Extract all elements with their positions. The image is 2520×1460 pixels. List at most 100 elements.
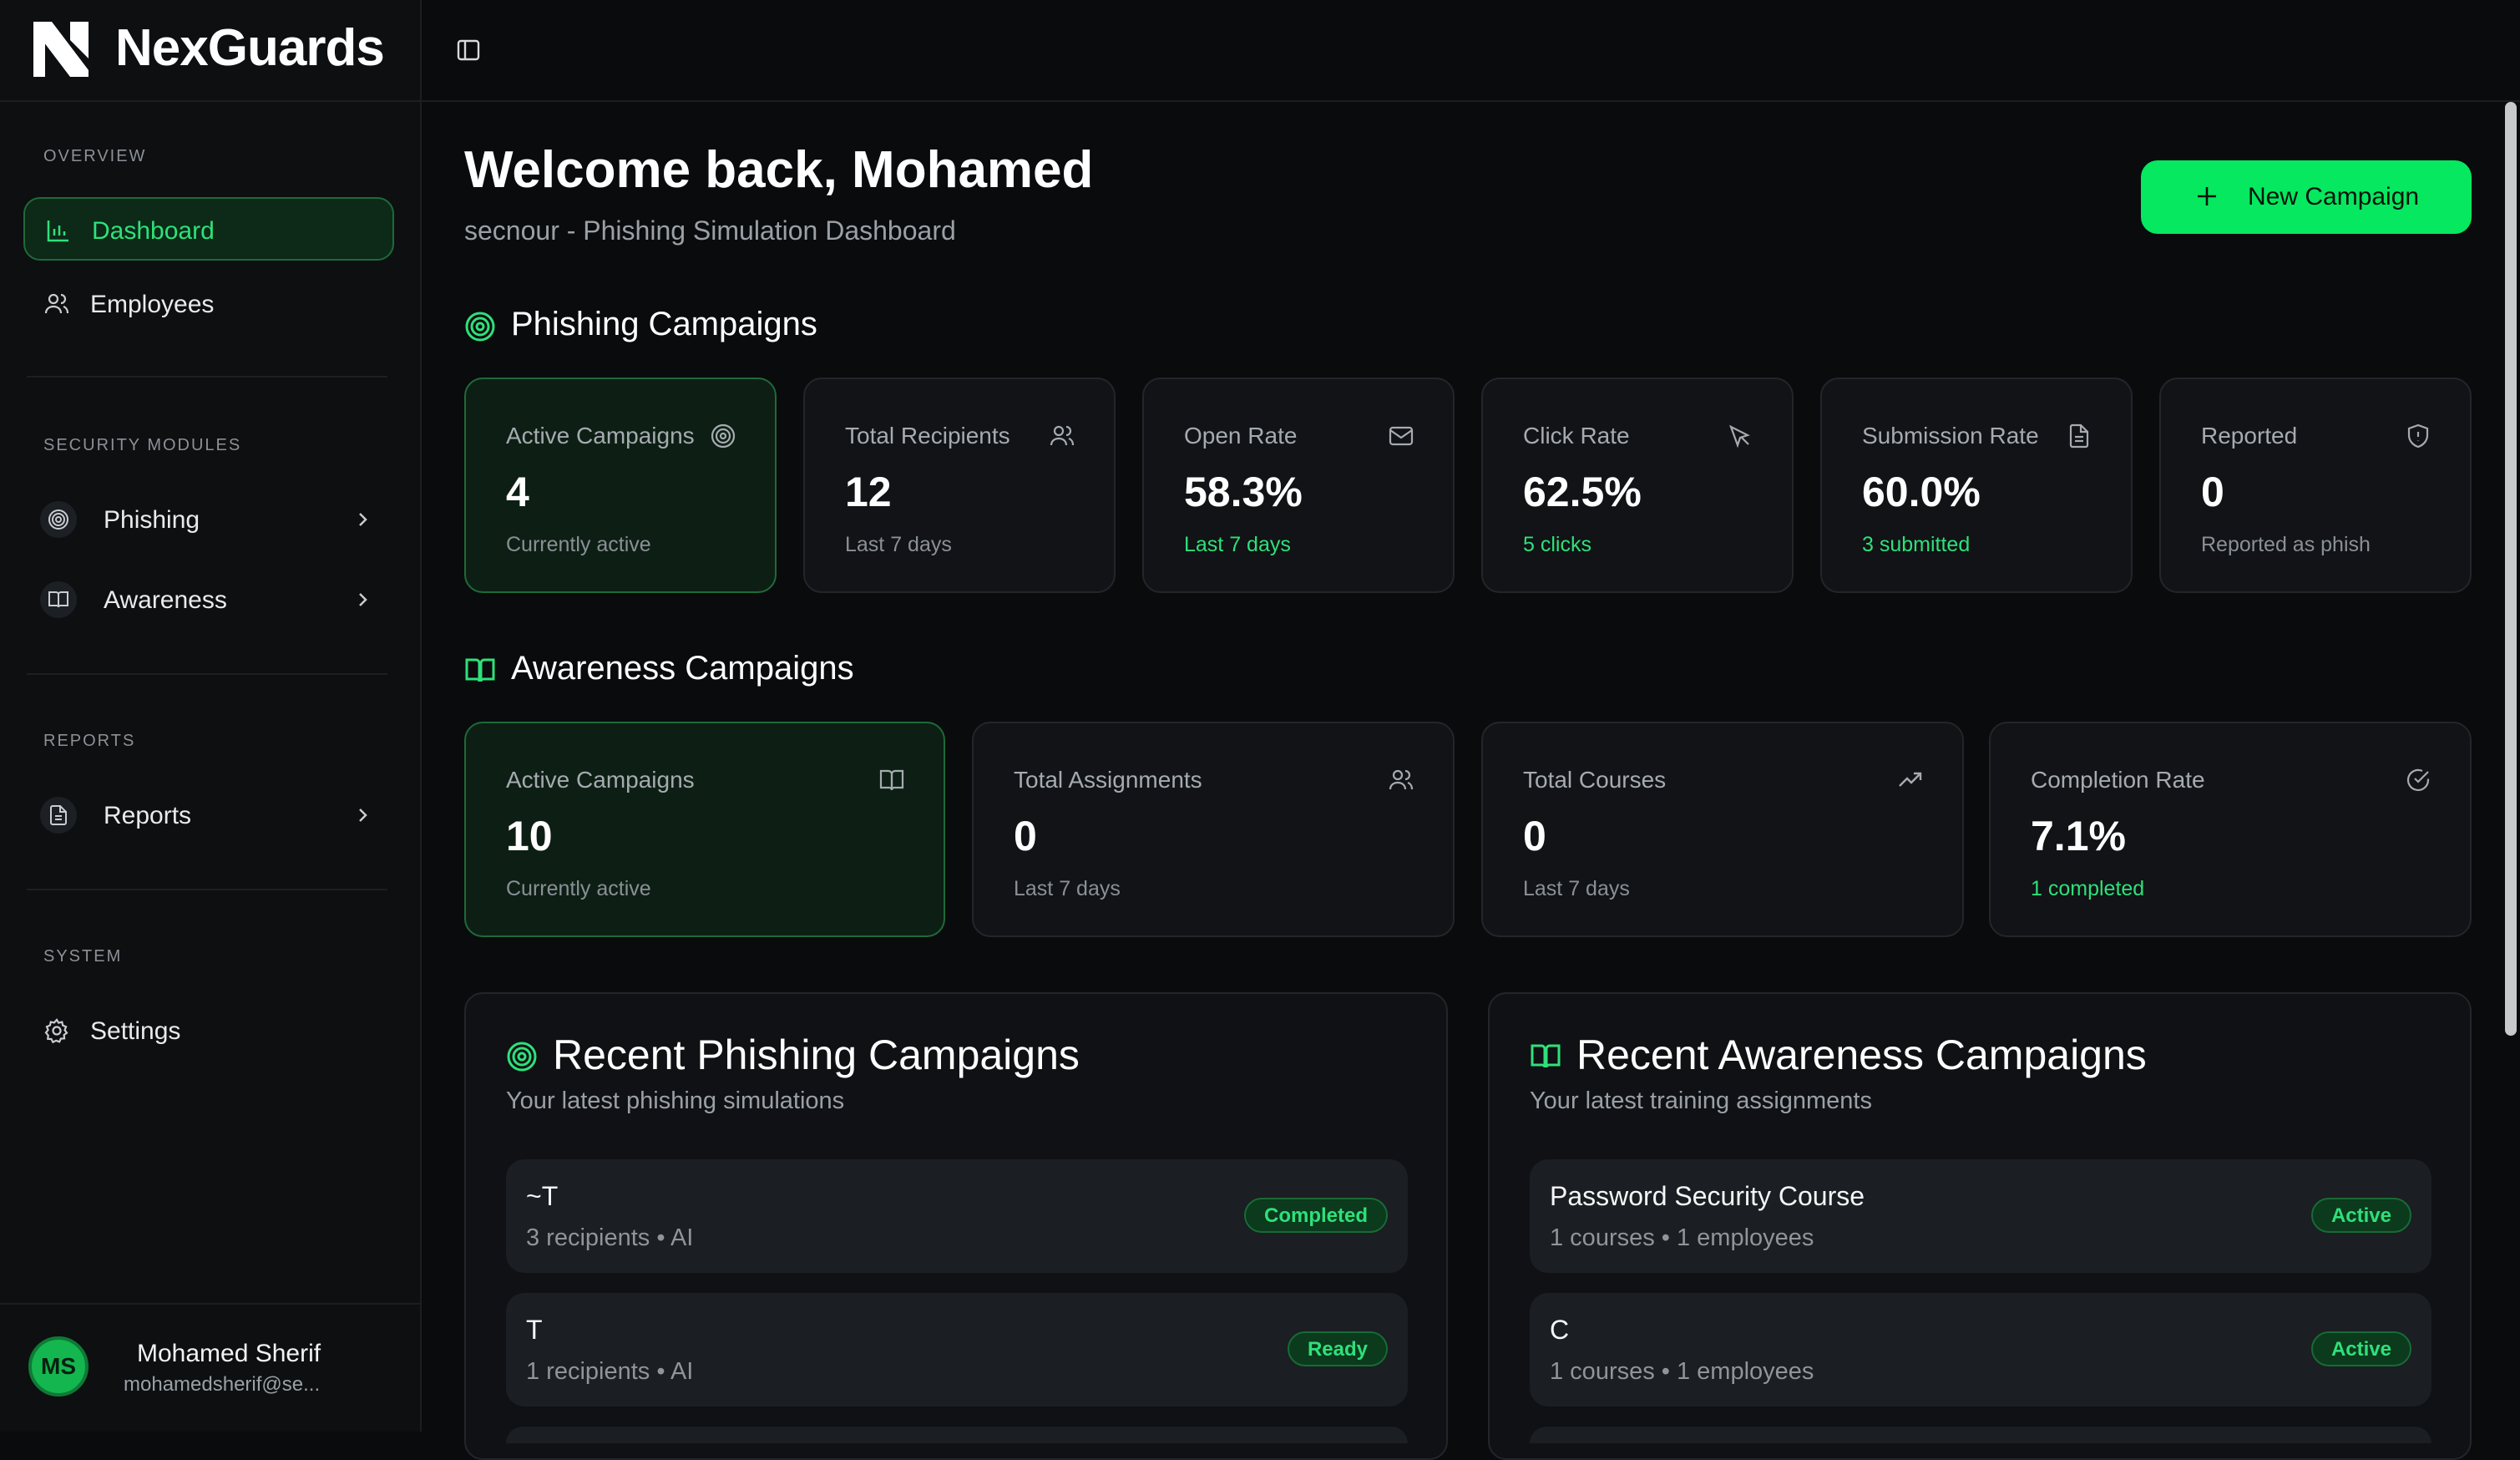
divider — [27, 376, 387, 378]
user-profile[interactable]: MS Mohamed Sherif mohamedsherif@se... — [0, 1303, 422, 1432]
panel-title-text: Recent Awareness Campaigns — [1576, 1032, 2147, 1078]
divider — [27, 889, 387, 890]
card-subtext: Currently active — [506, 533, 651, 556]
card-title: Total Courses — [1523, 767, 1667, 793]
card-subtext: Last 7 days — [845, 533, 952, 556]
stat-card-total-recipients[interactable]: Total Recipients 12 Last 7 days — [803, 378, 1116, 593]
status-badge: Active — [2310, 1331, 2411, 1366]
section-label-system: SYSTEM — [43, 947, 123, 966]
users-icon — [1389, 769, 1414, 790]
sidebar-item-phishing[interactable]: Phishing — [23, 488, 394, 551]
campaign-meta: 1 recipients • AI — [526, 1358, 694, 1385]
shield-icon — [2407, 423, 2429, 449]
new-campaign-button[interactable]: New Campaign — [2141, 160, 2472, 234]
chevron-right-icon — [359, 809, 367, 822]
card-value: 58.3% — [1184, 469, 1303, 515]
document-icon — [2069, 423, 2089, 449]
sidebar-item-label: Reports — [104, 802, 192, 829]
stat-card-total-assignments[interactable]: Total Assignments 0 Last 7 days — [972, 722, 1455, 937]
card-value: 7.1% — [2031, 813, 2126, 859]
card-subtext: 5 clicks — [1523, 533, 1591, 556]
brand-name: NexGuards — [115, 19, 385, 77]
stat-card-click-rate[interactable]: Click Rate 62.5% 5 clicks — [1481, 378, 1794, 593]
users-icon — [44, 293, 69, 314]
sidebar-item-label: Employees — [90, 291, 215, 318]
campaign-meta: 1 courses • 1 employees — [1550, 1358, 1814, 1385]
target-icon — [711, 423, 736, 449]
user-email: mohamedsherif@se... — [124, 1373, 321, 1396]
card-title: Completion Rate — [2031, 767, 2205, 793]
card-title: Reported — [2201, 423, 2298, 449]
bar-chart-icon — [47, 221, 68, 242]
card-subtext: Last 7 days — [1184, 533, 1291, 556]
section-title-text: Phishing Campaigns — [511, 306, 817, 342]
sidebar-item-employees[interactable]: Employees — [23, 272, 394, 336]
stat-card-active-campaigns[interactable]: Active Campaigns 4 Currently active — [464, 378, 777, 593]
list-item[interactable]: Password Security Course 1 courses • 1 e… — [1530, 1159, 2431, 1273]
card-value: 60.0% — [1862, 469, 1981, 515]
phishing-icon-bg — [40, 501, 77, 538]
card-value: 12 — [845, 469, 892, 515]
divider — [27, 673, 387, 675]
stat-card-reported[interactable]: Reported 0 Reported as phish — [2159, 378, 2472, 593]
card-title: Submission Rate — [1862, 423, 2039, 449]
card-title: Active Campaigns — [506, 423, 695, 449]
logo-bar: NexGuards — [0, 0, 422, 102]
user-name: Mohamed Sherif — [137, 1340, 321, 1367]
sidebar-toggle-icon[interactable] — [455, 37, 482, 63]
chevron-right-icon — [359, 593, 367, 606]
target-icon — [48, 509, 68, 530]
list-item[interactable]: C 1 courses • 1 employees Active — [1530, 1293, 2431, 1407]
card-subtext: 3 submitted — [1862, 533, 1971, 556]
card-title: Total Recipients — [845, 423, 1010, 449]
sidebar-item-dashboard[interactable]: Dashboard — [23, 197, 394, 261]
book-icon — [465, 658, 495, 682]
gear-icon — [44, 1018, 68, 1044]
campaign-meta: 1 courses • 1 employees — [1550, 1224, 1814, 1251]
card-title: Total Assignments — [1014, 767, 1202, 793]
new-campaign-label: New Campaign — [2248, 183, 2420, 210]
panel-title-text: Recent Phishing Campaigns — [553, 1032, 1080, 1078]
recent-awareness-panel: Recent Awareness Campaigns Your latest t… — [1488, 992, 2472, 1460]
avatar[interactable]: MS — [28, 1336, 89, 1397]
scrollbar[interactable] — [2505, 102, 2517, 1036]
plus-icon — [2198, 187, 2216, 205]
campaign-name: C — [1550, 1315, 1570, 1345]
section-label-security: SECURITY MODULES — [43, 436, 242, 454]
target-icon — [465, 312, 495, 342]
campaign-name: T — [526, 1315, 543, 1345]
status-badge: Completed — [1243, 1198, 1388, 1233]
card-subtext: Currently active — [506, 877, 651, 900]
stat-card-completion-rate[interactable]: Completion Rate 7.1% 1 completed — [1989, 722, 2472, 937]
card-value: 0 — [1523, 813, 1546, 859]
panel-subtitle: Your latest phishing simulations — [506, 1087, 845, 1114]
card-value: 0 — [1014, 813, 1037, 859]
list-item-partial[interactable] — [506, 1427, 1408, 1443]
trend-up-icon — [1899, 772, 1922, 787]
card-value: 4 — [506, 469, 529, 515]
list-item-partial[interactable] — [1530, 1427, 2431, 1443]
check-circle-icon — [2406, 768, 2430, 791]
list-item[interactable]: T 1 recipients • AI Ready — [506, 1293, 1408, 1407]
chevron-right-icon — [359, 513, 367, 526]
card-title: Click Rate — [1523, 423, 1630, 449]
sidebar-item-settings[interactable]: Settings — [23, 999, 394, 1062]
list-item[interactable]: ~T 3 recipients • AI Completed — [506, 1159, 1408, 1273]
card-value: 10 — [506, 813, 553, 859]
page-title: Welcome back, Mohamed — [464, 141, 1094, 199]
section-title-text: Awareness Campaigns — [511, 650, 854, 687]
card-value: 0 — [2201, 469, 2224, 515]
sidebar-item-reports[interactable]: Reports — [23, 783, 394, 847]
stat-card-awareness-active[interactable]: Active Campaigns 10 Currently active — [464, 722, 945, 937]
stat-card-open-rate[interactable]: Open Rate 58.3% Last 7 days — [1142, 378, 1455, 593]
cursor-icon — [1729, 424, 1750, 449]
sidebar-item-label: Dashboard — [92, 217, 215, 245]
card-subtext: Reported as phish — [2201, 533, 2371, 556]
stat-card-total-courses[interactable]: Total Courses 0 Last 7 days — [1481, 722, 1964, 937]
sidebar-item-awareness[interactable]: Awareness — [23, 568, 394, 631]
stat-card-submission-rate[interactable]: Submission Rate 60.0% 3 submitted — [1820, 378, 2133, 593]
card-subtext: 1 completed — [2031, 877, 2145, 900]
target-icon — [507, 1042, 537, 1072]
section-label-overview: OVERVIEW — [43, 147, 147, 165]
sidebar-item-label: Awareness — [104, 586, 227, 614]
